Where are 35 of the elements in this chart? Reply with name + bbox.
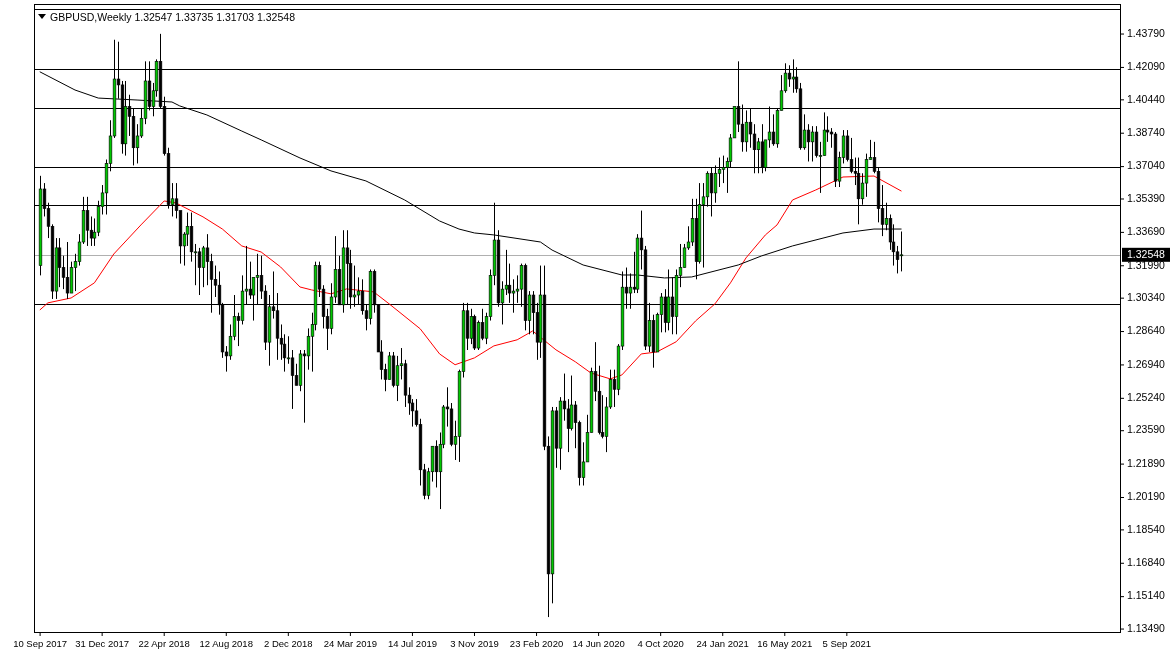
y-tick-label: 1.40440 xyxy=(1127,92,1166,105)
y-tick-label: 1.28640 xyxy=(1127,324,1166,337)
y-tick-label: 1.16840 xyxy=(1127,556,1166,569)
x-tick-label: 14 Jul 2019 xyxy=(387,638,437,649)
x-tick-label: 12 Aug 2018 xyxy=(199,638,253,649)
y-tick-label: 1.31990 xyxy=(1127,258,1166,271)
y-tick-label: 1.43790 xyxy=(1127,26,1166,39)
x-tick-label: 14 Jun 2020 xyxy=(572,638,625,649)
y-tick-label: 1.37040 xyxy=(1127,159,1166,172)
x-tick-label: 23 Feb 2020 xyxy=(509,638,564,649)
text: GBPUSD,Weekly 1.32547 1.33735 1.31703 1.32548 xyxy=(50,11,296,23)
ref-line-label: 1.32548 xyxy=(1127,247,1166,260)
x-tick-label: 24 Mar 2019 xyxy=(323,638,378,649)
x-tick-label: 2 Dec 2018 xyxy=(264,638,313,649)
y-tick-label: 1.33690 xyxy=(1127,225,1166,238)
y-tick-label: 1.42090 xyxy=(1127,60,1166,73)
x-tick-label: 3 Nov 2019 xyxy=(450,638,499,649)
x-tick-label: 16 May 2021 xyxy=(757,638,813,649)
y-tick-label: 1.38740 xyxy=(1127,125,1166,138)
x-tick-label: 24 Jan 2021 xyxy=(696,638,749,649)
y-tick-label: 1.21890 xyxy=(1127,456,1166,469)
y-tick-label: 1.15140 xyxy=(1127,589,1166,602)
x-tick-label: 10 Sep 2017 xyxy=(13,638,68,649)
x-tick-label: 22 Apr 2018 xyxy=(138,638,190,649)
y-tick-label: 1.18540 xyxy=(1127,522,1166,535)
y-tick-label: 1.20190 xyxy=(1127,490,1166,503)
x-tick-label: 31 Dec 2017 xyxy=(75,638,130,649)
x-tick-label: 5 Sep 2021 xyxy=(822,638,872,649)
y-tick-label: 1.13490 xyxy=(1127,621,1166,634)
y-tick-label: 1.25240 xyxy=(1127,391,1166,404)
y-tick-label: 1.26940 xyxy=(1127,357,1166,370)
y-tick-label: 1.30340 xyxy=(1127,290,1166,303)
x-tick-label: 4 Oct 2020 xyxy=(637,638,684,649)
y-tick-label: 1.35390 xyxy=(1127,191,1166,204)
y-tick-label: 1.23590 xyxy=(1127,423,1166,436)
